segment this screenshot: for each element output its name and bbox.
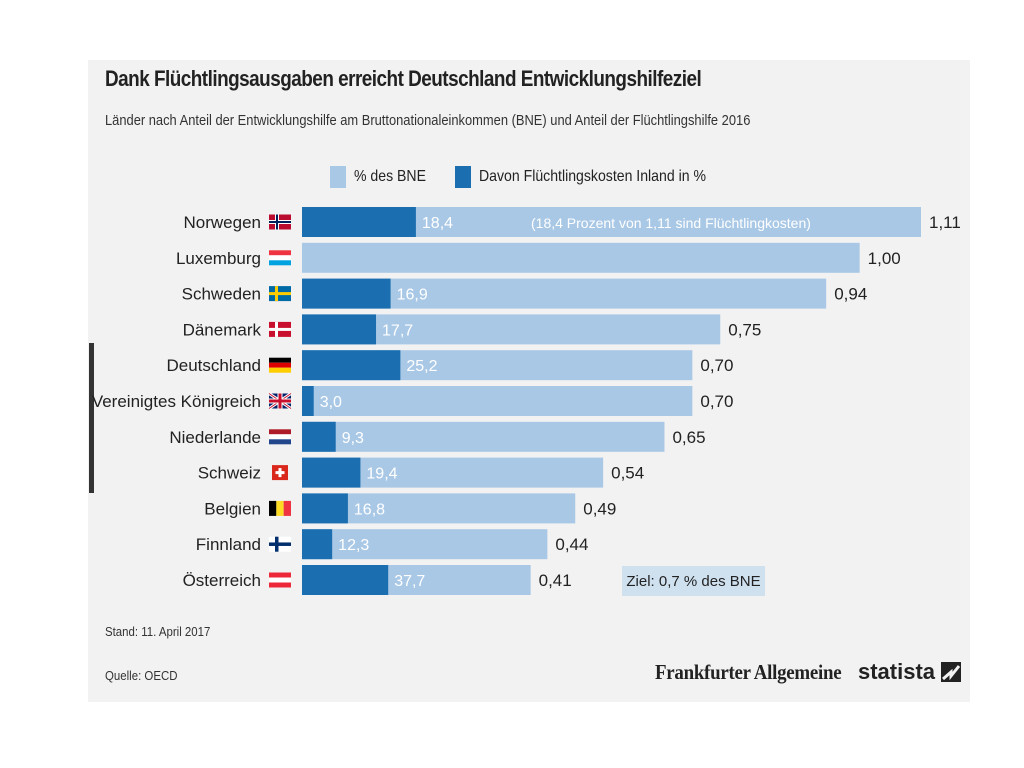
bar-refugee	[302, 350, 401, 381]
category-label: Finnland	[196, 535, 261, 554]
bar-refugee	[302, 314, 377, 345]
legend-label-refugee: Davon Flüchtlingskosten Inland in %	[479, 168, 706, 185]
chart-title: Dank Flüchtlingsausgaben erreicht Deutsc…	[105, 66, 702, 91]
category-label: Österreich	[183, 571, 261, 590]
legend-swatch-bne	[330, 166, 346, 188]
bar-value-label: 0,75	[728, 320, 761, 339]
bar-refugee-label: 18,4	[422, 215, 453, 232]
flag-norway-icon	[269, 214, 291, 230]
legend-item-bne: % des BNE	[330, 166, 436, 188]
window-edge-divider	[89, 343, 94, 493]
bar-refugee	[302, 529, 333, 560]
category-label: Vereinigtes Königreich	[92, 392, 261, 411]
norway-annotation: (18,4 Prozent von 1,11 sind Flüchtlingko…	[531, 215, 811, 231]
bar-refugee	[302, 207, 416, 237]
bar-refugee-label: 9,3	[342, 430, 364, 447]
category-label: Deutschland	[166, 356, 261, 375]
bar-refugee	[302, 421, 336, 452]
bar-bne	[302, 421, 665, 452]
stand-date: Stand: 11. April 2017	[105, 624, 211, 639]
statista-mark-icon	[941, 662, 962, 682]
bar-value-label: 0,41	[539, 571, 572, 590]
legend-item-refugee: Davon Flüchtlingskosten Inland in %	[455, 166, 737, 188]
bar-value-label: 0,54	[611, 464, 644, 483]
source-note: Quelle: OECD	[105, 668, 178, 683]
statista-wordmark: statista	[858, 659, 936, 684]
bar-value-label: 0,65	[672, 428, 705, 447]
bar-bne	[302, 529, 548, 560]
bar-value-label: 0,70	[700, 356, 733, 375]
flag-germany-icon	[269, 357, 291, 373]
bar-refugee-label: 16,9	[397, 287, 428, 304]
flag-finland-icon	[269, 536, 291, 552]
bar-value-label: 0,94	[834, 285, 867, 304]
bar-refugee	[302, 493, 348, 524]
faz-logo: Frankfurter Allgemeine	[655, 660, 842, 684]
category-label: Norwegen	[184, 213, 262, 232]
bar-refugee-label: 25,2	[406, 358, 437, 375]
bar-value-label: 0,70	[700, 392, 733, 411]
category-label: Schweden	[182, 285, 261, 304]
goal-annotation: Ziel: 0,7 % des BNE	[622, 566, 765, 596]
bar-refugee	[302, 386, 314, 416]
statista-logo: statista	[858, 659, 962, 685]
bar-bne	[302, 242, 860, 273]
flag-uk-icon	[268, 392, 292, 410]
category-label: Belgien	[204, 499, 261, 518]
legend-swatch-refugee	[455, 166, 471, 188]
category-label: Luxemburg	[176, 249, 261, 268]
bar-refugee-label: 37,7	[394, 573, 425, 590]
bar-refugee-label: 17,7	[382, 322, 413, 339]
flag-belgium-icon	[269, 500, 291, 516]
bar-refugee-label: 16,8	[354, 501, 385, 518]
flag-austria-icon	[269, 572, 291, 588]
flag-sweden-icon	[269, 286, 291, 302]
flag-luxembourg-icon	[269, 250, 291, 266]
bar-value-label: 1,00	[868, 249, 901, 268]
flag-switzerland-icon	[272, 465, 288, 481]
category-label: Niederlande	[169, 428, 261, 447]
bar-refugee-label: 19,4	[366, 466, 397, 483]
bar-refugee	[302, 565, 389, 595]
flag-netherlands-icon	[269, 429, 291, 445]
bar-value-label: 0,44	[555, 535, 588, 554]
flag-denmark-icon	[269, 321, 291, 337]
legend-label-bne: % des BNE	[354, 168, 426, 185]
bar-value-label: 1,11	[929, 213, 961, 232]
bar-value-label: 0,49	[583, 499, 616, 518]
chart-subtitle: Länder nach Anteil der Entwicklungshilfe…	[105, 112, 751, 129]
bar-bne	[302, 386, 693, 416]
bar-refugee	[302, 278, 391, 309]
bar-refugee-label: 3,0	[320, 394, 342, 411]
category-label: Dänemark	[183, 320, 262, 339]
bar-refugee	[302, 457, 361, 488]
category-label: Schweiz	[198, 464, 261, 483]
bar-refugee-label: 12,3	[338, 537, 369, 554]
